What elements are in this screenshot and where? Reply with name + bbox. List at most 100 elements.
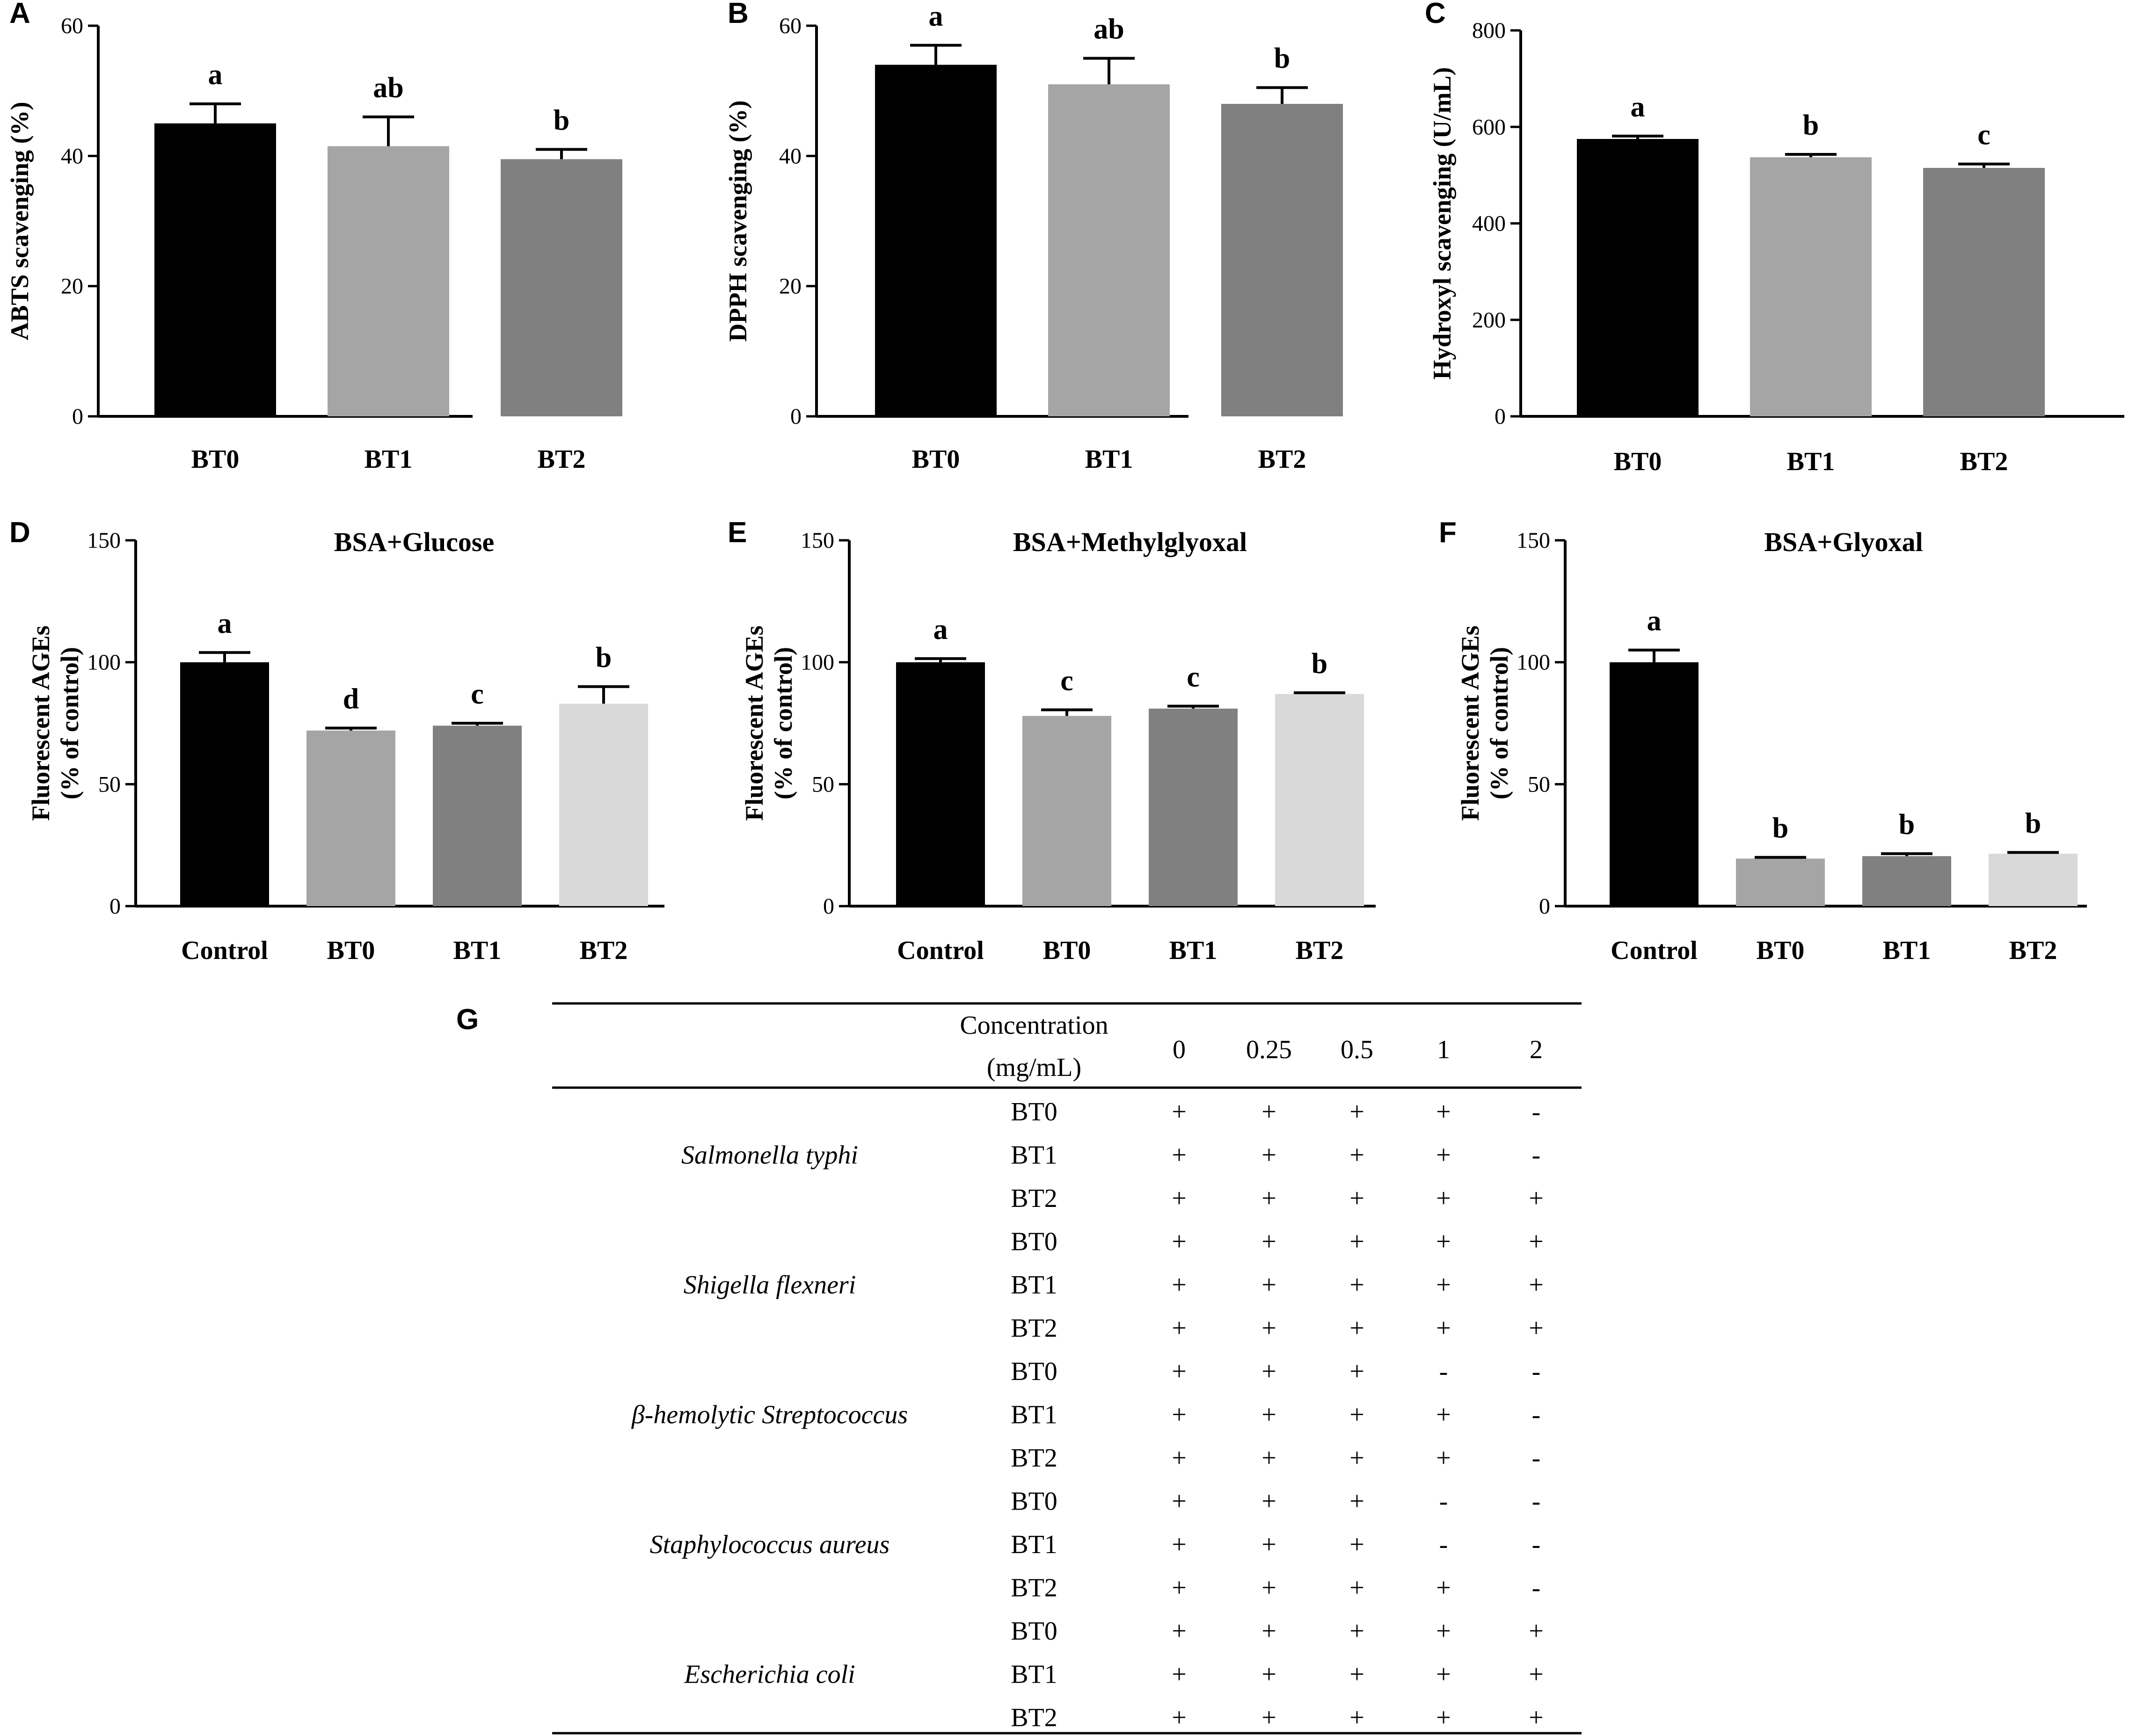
table-cell: + <box>1261 1228 1276 1257</box>
table-cell: + <box>1261 1141 1276 1170</box>
y-tick-label: 50 <box>812 772 834 797</box>
table-panel-g: G Concentration (mg/mL) 0 0.25 0.5 1 2 Salmonell… <box>456 1002 1582 1735</box>
x-tick-label: Control <box>181 936 268 965</box>
table-cell: + <box>1529 1228 1544 1257</box>
table-cell: + <box>1349 1228 1364 1257</box>
x-tick-label: BT0 <box>191 445 240 474</box>
x-tick-label: BT2 <box>580 936 628 965</box>
y-tick-label: 50 <box>1528 772 1550 797</box>
table-cell: + <box>1349 1444 1364 1473</box>
significance-letter: b <box>1312 648 1327 680</box>
table-sample-label: BT0 <box>1011 1228 1057 1257</box>
bar <box>559 704 648 906</box>
y-tick-label: 600 <box>1472 115 1506 139</box>
x-tick-label: BT0 <box>912 445 960 474</box>
chart-title: BSA+Glyoxal <box>1764 527 1923 557</box>
table-cell: + <box>1529 1617 1544 1646</box>
table-cell: + <box>1529 1660 1544 1689</box>
table-cell: + <box>1172 1487 1187 1516</box>
y-tick-label: 200 <box>1472 308 1506 333</box>
y-axis-label: Fluorescent AGEs <box>1456 625 1484 821</box>
table-cell: + <box>1172 1574 1187 1603</box>
y-tick-label: 400 <box>1472 211 1506 236</box>
significance-letter: d <box>343 683 359 715</box>
table-cell: + <box>1172 1228 1187 1257</box>
table-sample-label: BT1 <box>1011 1141 1057 1170</box>
table-cell: + <box>1261 1401 1276 1430</box>
x-tick-label: Control <box>897 936 984 965</box>
significance-letter: b <box>1803 109 1819 141</box>
x-tick-label: BT0 <box>327 936 375 965</box>
table-cell: - <box>1532 1574 1541 1603</box>
table-cell: + <box>1349 1184 1364 1213</box>
y-tick-label: 100 <box>1517 650 1550 675</box>
table-sample-label: BT2 <box>1011 1184 1057 1213</box>
chart-title: BSA+Glucose <box>334 527 494 557</box>
bar <box>1989 853 2078 906</box>
bar <box>896 662 985 906</box>
x-tick-label: BT1 <box>365 445 413 474</box>
table-cell: + <box>1436 1401 1451 1430</box>
panel-letter: G <box>456 1003 479 1036</box>
table-column-header: 0.25 <box>1246 1035 1292 1064</box>
panel-letter: F <box>1439 516 1457 549</box>
table-cell: + <box>1261 1357 1276 1386</box>
table-cell: + <box>1261 1314 1276 1343</box>
table-sample-label: BT1 <box>1011 1271 1057 1300</box>
x-tick-label: BT1 <box>1883 936 1931 965</box>
y-axis-label: DPPH scavenging (%) <box>724 101 752 342</box>
table-cell: + <box>1261 1703 1276 1732</box>
bar <box>1577 139 1699 416</box>
table-cell: + <box>1349 1314 1364 1343</box>
table-sample-label: BT2 <box>1011 1574 1057 1603</box>
y-tick-label: 50 <box>98 772 121 797</box>
y-tick-label: 100 <box>87 650 121 675</box>
table-cell: + <box>1436 1660 1451 1689</box>
table-cell: + <box>1261 1530 1276 1559</box>
bar <box>1221 104 1343 416</box>
table-cell: + <box>1436 1228 1451 1257</box>
table-cell: + <box>1436 1184 1451 1213</box>
y-tick-label: 0 <box>1539 894 1550 919</box>
significance-letter: a <box>208 59 223 91</box>
x-tick-label: BT0 <box>1614 447 1662 476</box>
y-axis-label: (% of control) <box>769 647 797 799</box>
bar <box>328 146 449 416</box>
table-cell: + <box>1349 1660 1364 1689</box>
y-tick-label: 0 <box>72 404 83 429</box>
bar <box>180 662 269 906</box>
table-sample-label: BT0 <box>1011 1487 1057 1516</box>
y-axis-label: Fluorescent AGEs <box>27 625 55 821</box>
significance-letter: c <box>1187 661 1200 693</box>
table-sample-label: BT1 <box>1011 1530 1057 1559</box>
table-cell: + <box>1349 1487 1364 1516</box>
significance-letter: b <box>1274 43 1290 74</box>
table-cell: - <box>1532 1487 1541 1516</box>
table-cell: - <box>1439 1487 1448 1516</box>
significance-letter: a <box>218 608 232 639</box>
table-cell: + <box>1436 1141 1451 1170</box>
significance-letter: c <box>1060 665 1073 697</box>
y-tick-label: 60 <box>779 14 802 38</box>
x-tick-label: BT0 <box>1757 936 1805 965</box>
organism-name: β-hemolytic Streptococcus <box>631 1401 908 1430</box>
x-tick-label: BT1 <box>1085 445 1133 474</box>
table-cell: + <box>1349 1271 1364 1300</box>
bar <box>154 123 276 416</box>
bar <box>1022 716 1111 906</box>
table-cell: + <box>1172 1314 1187 1343</box>
organism-name: Shigella flexneri <box>684 1271 856 1300</box>
bar <box>1923 167 2045 416</box>
x-tick-label: BT1 <box>1787 447 1835 476</box>
table-cell: + <box>1172 1271 1187 1300</box>
chart-panel-f: F BSA+Glyoxal 0 50 100 150 Fluorescent AGEs (% … <box>1439 516 2087 965</box>
significance-letter: c <box>1977 119 1990 151</box>
organism-name: Salmonella typhi <box>681 1141 858 1170</box>
table-cell: + <box>1349 1141 1364 1170</box>
y-tick-label: 150 <box>801 528 834 553</box>
y-axis-label: (% of control) <box>1485 647 1513 799</box>
y-tick-label: 0 <box>1495 404 1506 429</box>
table-cell: + <box>1529 1271 1544 1300</box>
organism-name: Staphylococcus aureus <box>650 1530 890 1559</box>
